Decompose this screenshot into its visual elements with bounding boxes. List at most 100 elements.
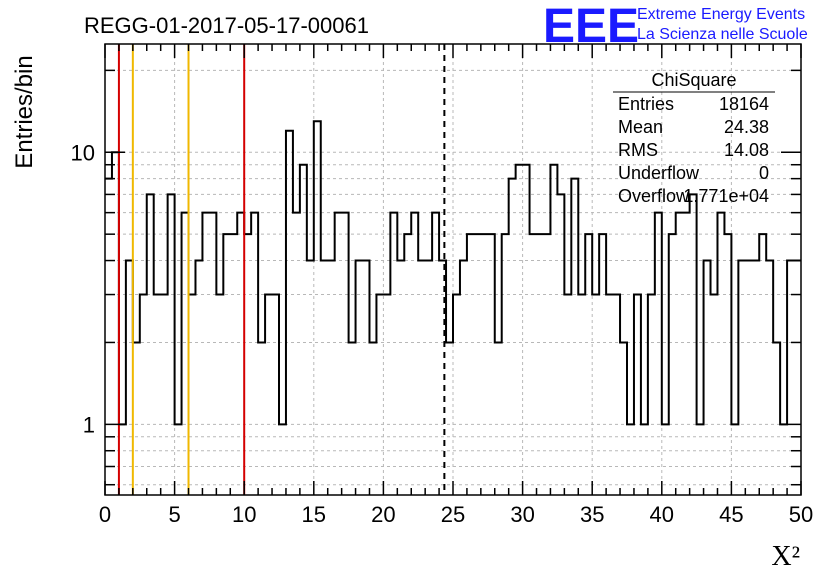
- histogram-bin: [175, 424, 182, 495]
- histogram-bin: [599, 234, 606, 495]
- histogram-bin: [578, 295, 585, 495]
- logo-mark: EEE: [543, 0, 639, 53]
- histogram-bin: [502, 234, 509, 495]
- x-tick-label: 25: [441, 502, 465, 527]
- histogram-bin: [676, 213, 683, 495]
- stats-value: 1.771e+04: [683, 186, 769, 206]
- stats-label: Overflow: [618, 186, 690, 206]
- histogram-bin: [460, 261, 467, 495]
- histogram-bin: [300, 165, 307, 495]
- histogram-bin: [474, 234, 481, 495]
- stats-label: Entries: [618, 94, 674, 114]
- histogram-bin: [168, 194, 175, 495]
- histogram-bin: [244, 234, 251, 495]
- histogram-bin: [613, 295, 620, 495]
- histogram-bin: [307, 261, 314, 495]
- histogram-bin: [662, 424, 669, 495]
- histogram-bin: [161, 295, 168, 495]
- histogram-bin: [237, 213, 244, 495]
- histogram-bin: [272, 295, 279, 495]
- histogram-bin: [481, 234, 488, 495]
- histogram-bin: [731, 424, 738, 495]
- histogram-bin: [683, 213, 690, 495]
- histogram-bin: [724, 234, 731, 495]
- histogram-bin: [342, 213, 349, 495]
- x-tick-label: 20: [371, 502, 395, 527]
- histogram-bin: [105, 179, 112, 495]
- histogram-bin: [349, 342, 356, 495]
- stats-value: 18164: [719, 94, 769, 114]
- histogram-bin: [794, 261, 801, 495]
- histogram-bin: [773, 342, 780, 495]
- histogram-bin: [182, 213, 189, 495]
- histogram-bin: [432, 213, 439, 495]
- histogram-bin: [752, 261, 759, 495]
- histogram-bin: [376, 295, 383, 495]
- histogram-bin: [495, 342, 502, 495]
- histogram-bin: [620, 342, 627, 495]
- x-tick-label: 40: [650, 502, 674, 527]
- histogram-bin: [390, 213, 397, 495]
- histogram-bin: [627, 424, 634, 495]
- histogram-bin: [425, 261, 432, 495]
- y-axis-label: Entries/bin: [11, 55, 38, 168]
- chart-title: REGG-01-2017-05-17-00061: [84, 13, 369, 38]
- logo-line-2: La Scienza nelle Scuole: [637, 26, 808, 43]
- histogram-bin: [126, 261, 133, 495]
- x-tick-label: 15: [302, 502, 326, 527]
- histogram-bin: [446, 342, 453, 495]
- histogram-bin: [119, 424, 126, 495]
- histogram-bin: [140, 295, 147, 495]
- histogram-bin: [356, 261, 363, 495]
- histogram-bin: [509, 179, 516, 495]
- histogram-bin: [571, 179, 578, 495]
- histogram-bin: [335, 213, 342, 495]
- histogram-bin: [641, 424, 648, 495]
- histogram-bin: [780, 424, 787, 495]
- histogram-bin: [258, 342, 265, 495]
- histogram-bin: [223, 234, 230, 495]
- histogram-bin: [738, 261, 745, 495]
- histogram-bin: [383, 295, 390, 495]
- histogram-bin: [655, 213, 662, 495]
- histogram-bin: [230, 234, 237, 495]
- histogram-bin: [745, 261, 752, 495]
- histogram-bin: [363, 261, 370, 495]
- histogram-bin: [585, 234, 592, 495]
- histogram-bin: [606, 295, 613, 495]
- histogram-bin: [648, 295, 655, 495]
- histogram-bin: [787, 261, 794, 495]
- stats-label: Underflow: [618, 163, 700, 183]
- histogram-bin: [147, 194, 154, 495]
- x-tick-label: 0: [99, 502, 111, 527]
- histogram-bin: [369, 342, 376, 495]
- axis-tick-labels: 0 5 10 15 20 25 30 35 40 45 50 1 10: [71, 140, 814, 527]
- axis-ticks: [104, 44, 802, 495]
- histogram-bin: [321, 261, 328, 495]
- stats-value: 14.08: [724, 140, 769, 160]
- histogram-bin: [411, 213, 418, 495]
- stats-title: ChiSquare: [651, 70, 736, 90]
- x-tick-label: 50: [789, 502, 813, 527]
- histogram-bin: [669, 234, 676, 495]
- histogram-bin: [404, 234, 411, 495]
- x-tick-label: 30: [510, 502, 534, 527]
- histogram-bin: [592, 295, 599, 495]
- histogram-bin: [557, 194, 564, 495]
- stats-value: 24.38: [724, 117, 769, 137]
- histogram-bin: [717, 213, 724, 495]
- histogram-bin: [690, 194, 697, 495]
- histogram-bin: [251, 213, 258, 495]
- histogram-bin: [216, 295, 223, 495]
- x-tick-label: 10: [232, 502, 256, 527]
- histogram-bin: [704, 261, 711, 495]
- histogram-bin: [759, 234, 766, 495]
- histogram-bin: [488, 234, 495, 495]
- x-tick-label: 45: [719, 502, 743, 527]
- histogram-bin: [550, 165, 557, 495]
- histogram-bin: [453, 295, 460, 495]
- histogram-bin: [537, 234, 544, 495]
- histogram-bin: [766, 261, 773, 495]
- histogram-bin: [279, 424, 286, 495]
